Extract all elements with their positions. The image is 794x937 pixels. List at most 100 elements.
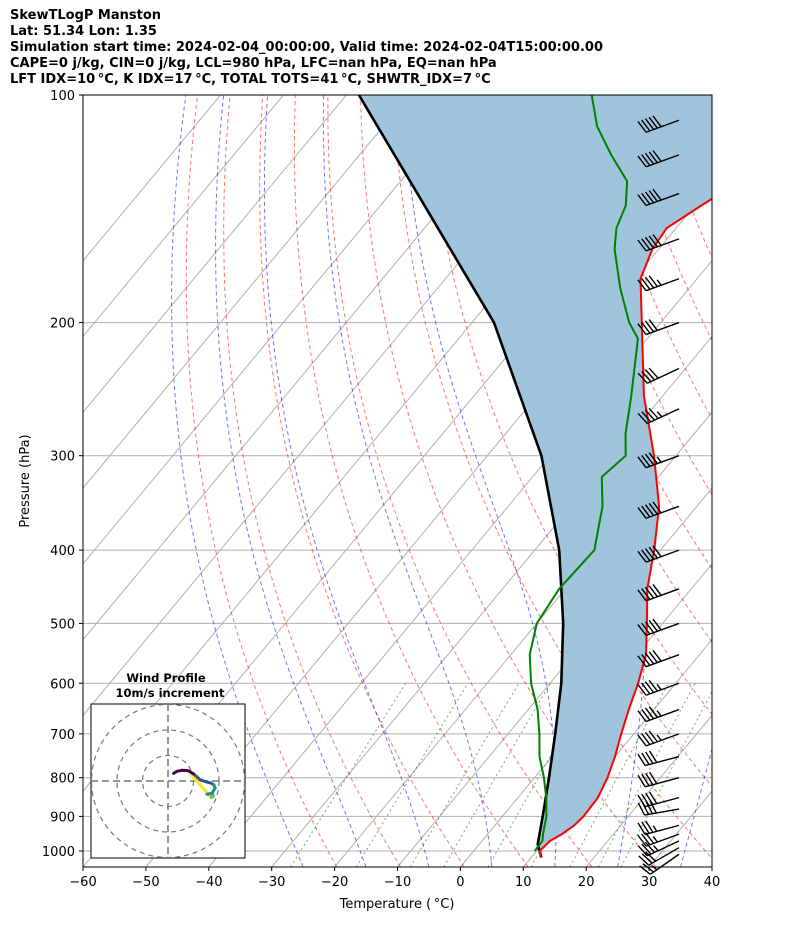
barb-half-flag — [656, 456, 662, 463]
barb-flag — [652, 584, 662, 596]
chart-title: SkewTLogP Manston — [10, 8, 162, 23]
isotherm-gridline — [83, 95, 410, 489]
wind-barb — [637, 407, 680, 425]
barb-flag — [637, 279, 647, 292]
y-tick-label: 200 — [50, 317, 75, 332]
barb-half-flag — [656, 683, 662, 691]
dry-adiabat — [223, 95, 402, 867]
x-tick-label: 40 — [704, 875, 721, 890]
wind-profile-inset: Wind Profile 10m/s increment — [90, 671, 246, 859]
wind-barb — [637, 840, 680, 857]
dry-adiabat — [784, 95, 794, 867]
barb-flag — [637, 239, 647, 252]
axes: −60 −50 −40 −30 −20 −10 0 10 20 30 40 1000 900 800 700… — [42, 89, 720, 890]
barb-flag — [648, 319, 658, 331]
barb-flag — [644, 652, 655, 665]
plot-area — [83, 95, 794, 867]
barb-flag — [637, 753, 646, 766]
barb-flag — [644, 236, 655, 249]
barb-flag — [648, 235, 658, 248]
y-tick-label: 900 — [50, 810, 75, 825]
barb-flag — [637, 507, 647, 519]
barb-flag — [645, 751, 654, 764]
x-tick-label: −50 — [132, 875, 159, 890]
wind-barb — [637, 771, 680, 788]
barb-flag — [652, 501, 662, 514]
x-tick-label: −20 — [321, 875, 348, 890]
barb-flag — [642, 863, 655, 873]
barb-flag — [652, 649, 662, 662]
barb-flag — [644, 320, 655, 333]
barb-staff — [649, 853, 680, 875]
x-tick-label: 10 — [515, 875, 532, 890]
barb-flag — [644, 681, 655, 693]
dry-adiabat — [555, 95, 712, 496]
barb-half-flag — [651, 865, 658, 871]
barb-half-flag — [653, 845, 659, 852]
barb-flag — [637, 120, 647, 133]
barb-flag — [648, 546, 658, 559]
wind-barb — [637, 730, 680, 747]
barb-flag — [648, 771, 658, 785]
dry-adiabat — [751, 95, 794, 867]
barb-flag — [641, 192, 651, 205]
barb-flag — [641, 752, 650, 765]
inset-subtitle: 10m/s increment — [116, 686, 225, 700]
hodograph-segment — [172, 769, 179, 775]
barb-flag — [637, 412, 648, 424]
barb-flag — [637, 194, 647, 206]
barb-flag — [648, 407, 659, 419]
barb-staff — [645, 505, 680, 519]
barb-staff — [645, 238, 680, 252]
barb-flag — [652, 545, 662, 558]
barb-flag — [644, 548, 655, 560]
barb-staff — [645, 833, 680, 847]
barb-flag — [641, 238, 651, 250]
barb-flag — [648, 679, 658, 692]
barb-half-flag — [652, 836, 658, 843]
wind-barb — [637, 649, 680, 668]
wind-barb — [637, 275, 680, 292]
dry-adiabat — [685, 95, 712, 172]
barb-flag — [648, 706, 658, 718]
y-tick-label: 400 — [50, 544, 75, 559]
wind-barb — [637, 820, 680, 836]
barb-flag — [644, 504, 655, 516]
y-tick-label: 800 — [50, 772, 75, 787]
isotherm-gridline — [83, 95, 284, 338]
barb-staff — [645, 755, 680, 767]
barb-half-flag — [652, 825, 658, 832]
barb-flag — [641, 853, 653, 864]
barb-staff — [645, 278, 680, 292]
isotherm-gridline — [208, 259, 712, 867]
wind-barb — [637, 452, 680, 469]
mixing-ratio-line — [355, 683, 469, 867]
barb-staff — [646, 408, 680, 425]
dry-adiabat — [259, 95, 465, 867]
barb-flag — [645, 772, 654, 786]
barb-flag — [641, 821, 650, 834]
hodograph-ring — [91, 704, 245, 858]
isotherm-gridline — [585, 714, 712, 867]
barb-staff — [646, 367, 680, 384]
barb-flag — [639, 865, 651, 875]
barb-flag — [641, 682, 651, 695]
wind-barb — [637, 115, 680, 133]
barb-flag — [637, 683, 647, 696]
wind-barbs — [637, 115, 680, 875]
barb-flag — [637, 550, 647, 563]
inset-title: Wind Profile — [126, 671, 206, 685]
barb-flag — [645, 792, 654, 805]
barb-half-flag — [656, 734, 662, 741]
y-tick-label: 100 — [50, 89, 75, 104]
isotherm-gridline — [522, 638, 712, 867]
x-tick-label: 30 — [641, 875, 658, 890]
x-axis-label: Temperature ( °C) — [339, 897, 455, 912]
barb-flag — [637, 456, 647, 469]
moist-adiabat — [402, 95, 557, 867]
barb-flag — [641, 773, 650, 787]
barb-flag — [637, 624, 647, 636]
barb-flag — [648, 275, 658, 288]
barb-flag — [637, 155, 647, 168]
barb-staff — [645, 777, 680, 788]
